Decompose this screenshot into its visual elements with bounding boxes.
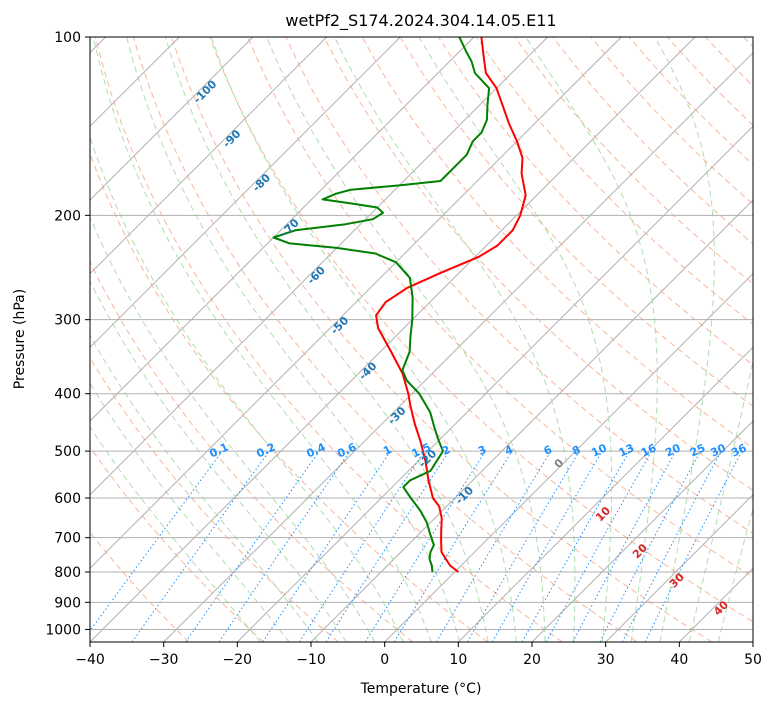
moist-adiabat-line <box>90 334 319 642</box>
x-axis-title: Temperature (°C) <box>360 681 482 697</box>
mixing-ratio-line <box>131 450 270 642</box>
x-tick-label: 40 <box>670 652 688 668</box>
isotherm-line <box>90 37 549 496</box>
x-tick-label: 0 <box>380 652 389 668</box>
x-tick-label: 50 <box>744 652 762 668</box>
isotherm-line <box>90 37 622 570</box>
y-tick-label: 200 <box>54 208 81 224</box>
moist-adiabat-line <box>654 37 715 642</box>
moist-adiabat-line <box>334 37 576 642</box>
y-tick-label: 1000 <box>45 622 81 638</box>
dry-adiabat-line <box>94 37 563 642</box>
mixing-ratio-line <box>185 450 320 642</box>
moist-adiabat-line <box>688 358 753 642</box>
y-tick-label: 700 <box>54 531 81 547</box>
dry-adiabat-line <box>323 37 753 491</box>
isotherm-line <box>384 272 753 642</box>
mixing-ratio-label: 20 <box>663 441 683 459</box>
moist-adiabat-line <box>90 426 261 642</box>
isotherm-line <box>90 37 254 201</box>
mixing-ratio-line <box>393 450 513 642</box>
x-tick-label: 30 <box>597 652 615 668</box>
isotherm-line <box>90 37 696 642</box>
mixing-ratio-label: 10 <box>589 441 609 459</box>
moist-adiabat-line <box>164 37 489 642</box>
dry-adiabat-line <box>247 37 753 578</box>
y-tick-label: 500 <box>54 444 81 460</box>
mixing-ratio-line <box>325 450 450 642</box>
isotherm-line <box>531 420 753 642</box>
moist-adiabat-line <box>525 37 658 642</box>
isotherm-line <box>752 641 753 642</box>
moist-adiabat-line <box>717 506 753 642</box>
mixing-ratio-line <box>262 450 392 642</box>
moist-adiabat-line <box>92 37 432 642</box>
x-tick-label: −10 <box>296 652 326 668</box>
y-tick-label: 600 <box>54 491 81 507</box>
background-lines <box>90 37 753 642</box>
isotherm-line <box>90 37 475 422</box>
moist-adiabat-line <box>90 215 376 642</box>
pressure-grid <box>90 37 753 630</box>
y-tick-label: 400 <box>54 387 81 403</box>
mixing-ratio-line <box>298 450 425 642</box>
moist-adiabat-line <box>418 37 613 642</box>
isotherm-line <box>163 51 753 642</box>
temperature-profile-line <box>375 37 527 573</box>
isotherm-line <box>236 125 753 642</box>
y-axis-title: Pressure (hPa) <box>12 289 28 389</box>
moist-adiabat-line <box>90 382 290 642</box>
dry-adiabat-line <box>90 446 264 642</box>
y-tick-label: 100 <box>54 30 81 46</box>
moist-adiabat-line <box>266 37 546 642</box>
dry-adiabat-line <box>514 37 753 285</box>
isotherm-line <box>90 37 401 349</box>
y-tick-label: 800 <box>54 565 81 581</box>
chart-title: wetPf2_S174.2024.304.14.05.E11 <box>285 11 556 31</box>
mixing-ratio-line <box>545 450 653 642</box>
x-axis: −40 −30 −20 −10 0 10 20 30 40 50 <box>75 642 762 668</box>
y-tick-label: 900 <box>54 595 81 611</box>
isotherm-line <box>605 493 753 642</box>
dry-adiabat-line <box>476 37 753 325</box>
x-tick-label: −30 <box>149 652 179 668</box>
moist-adiabat-line <box>210 37 517 642</box>
mixing-ratio-label: 30 <box>708 441 728 459</box>
y-axis: 1000 900 800 700 600 500 400 300 200 100 <box>45 30 90 638</box>
isotherm-line <box>90 37 328 275</box>
isotherm-line <box>457 346 753 642</box>
mixing-ratio-line <box>218 450 351 642</box>
x-tick-label: −40 <box>75 652 105 668</box>
plot-frame <box>89 36 754 643</box>
mixing-ratio-label: 25 <box>688 441 707 459</box>
mixing-ratio-line <box>521 450 630 642</box>
dry-adiabat-line <box>171 37 712 642</box>
x-tick-label: 10 <box>449 652 467 668</box>
mixing-ratio-line <box>644 450 743 642</box>
moist-adiabat-line <box>90 135 404 642</box>
mixing-ratio-label: 36 <box>729 441 749 459</box>
profiles <box>272 37 527 573</box>
mixing-ratio-label: 16 <box>639 441 659 459</box>
dry-adiabat-line <box>285 37 753 535</box>
x-tick-label: 20 <box>523 652 541 668</box>
dewpoint-profile-line <box>272 37 491 573</box>
y-tick-label: 300 <box>54 313 81 329</box>
dry-adiabat-line <box>90 356 339 642</box>
moist-adiabat-line <box>126 37 461 642</box>
x-tick-label: −20 <box>223 652 253 668</box>
dry-adiabat-line <box>209 37 753 623</box>
mixing-ratio-label: 13 <box>617 441 636 459</box>
mixing-ratio-line <box>572 450 677 642</box>
mixing-ratio-line <box>90 450 223 632</box>
dry-adiabat-line <box>90 260 414 642</box>
plot-area <box>90 37 753 642</box>
